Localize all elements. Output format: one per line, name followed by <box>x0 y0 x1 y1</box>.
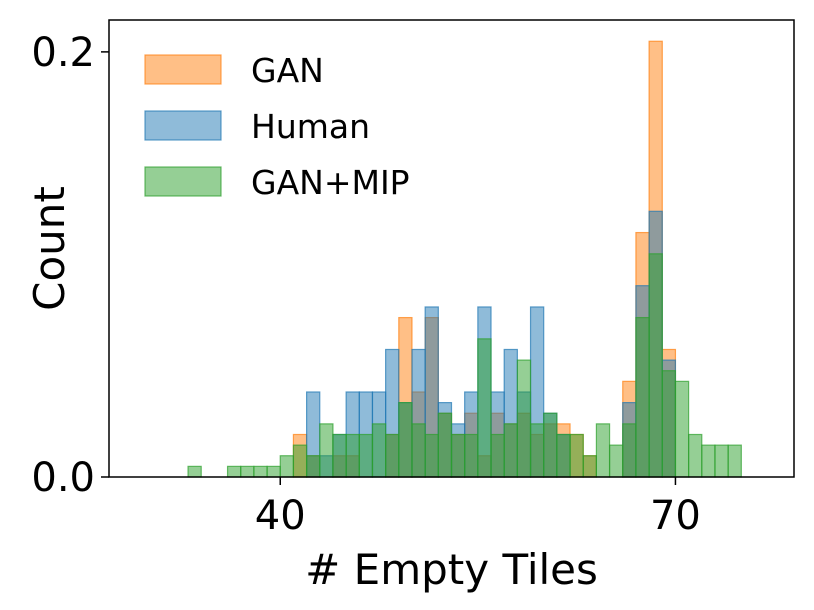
plot-frame <box>108 19 795 478</box>
histogram-bar-gan-mip <box>371 423 387 478</box>
histogram-bar-gan-mip <box>543 412 558 478</box>
histogram-bar-gan-mip <box>635 316 650 478</box>
histogram-bar-gan-mip <box>490 433 505 478</box>
histogram-bar-gan-mip <box>464 433 479 478</box>
legend: GAN Human GAN+MIP <box>144 51 410 202</box>
legend-label-gan-mip: GAN+MIP <box>251 163 410 202</box>
histogram-bar-gan-mip <box>556 433 571 478</box>
histogram-bar-gan-mip <box>688 433 703 478</box>
histogram-bar-gan-mip <box>279 455 295 478</box>
histogram-bar-gan-mip <box>292 444 308 478</box>
y-tick-label: 0.2 <box>31 30 95 76</box>
histogram-bar-gan-mip <box>398 402 413 478</box>
histogram-bar-gan-mip <box>701 444 716 478</box>
histogram-bar-gan-mip <box>727 444 742 478</box>
histogram-bar-gan-mip <box>332 433 347 478</box>
legend-swatch-gan <box>144 54 222 85</box>
histogram-bar-gan-mip <box>582 455 597 478</box>
histogram-bar-gan-mip <box>529 423 545 478</box>
histogram-bar-gan-mip <box>450 433 466 478</box>
legend-swatch-human <box>144 110 222 141</box>
histogram-bar-gan-mip <box>477 338 492 478</box>
histogram-bar-gan-mip <box>714 444 729 478</box>
legend-label-gan: GAN <box>251 51 324 90</box>
histogram-bar-gan-mip <box>226 465 242 478</box>
y-tick-label: 0.0 <box>31 455 95 501</box>
histogram-bar-gan-mip <box>187 465 202 478</box>
histogram-bar-gan-mip <box>648 253 663 478</box>
histogram-bar-gan-mip <box>319 423 334 478</box>
y-axis-label: Count <box>25 186 74 311</box>
histogram-bar-gan-mip <box>385 433 400 478</box>
histogram-bar-gan-mip <box>266 465 281 478</box>
histogram-bar-gan-mip <box>358 433 374 478</box>
histogram-bar-gan-mip <box>569 433 584 478</box>
histogram-bar-gan-mip <box>503 423 518 478</box>
histogram-bar-gan-mip <box>622 423 637 478</box>
histogram-bar-gan-mip <box>424 433 439 478</box>
histogram-bar-gan-mip <box>674 380 690 478</box>
histogram-bar-gan-mip <box>240 465 255 478</box>
x-tick-label: 40 <box>255 493 306 539</box>
legend-swatch-gan-mip <box>144 166 222 197</box>
histogram-bar-gan-mip <box>306 455 321 478</box>
histogram-bar-gan-mip <box>345 433 360 478</box>
ticks-layer: 40 70 0.0 0.2 <box>31 30 701 539</box>
histogram-bar-gan-mip <box>608 444 624 478</box>
histogram-bar-gan-mip <box>516 359 532 478</box>
legend-label-human: Human <box>251 107 370 146</box>
histogram-bar-gan-mip <box>595 423 611 478</box>
x-axis-label: # Empty Tiles <box>305 545 598 594</box>
histogram-bar-gan-mip <box>253 465 268 478</box>
histogram-bar-gan-mip <box>437 412 453 478</box>
x-tick-label: 70 <box>650 493 701 539</box>
histogram-bar-gan-mip <box>661 370 677 478</box>
histogram-bar-gan-mip <box>411 423 426 478</box>
